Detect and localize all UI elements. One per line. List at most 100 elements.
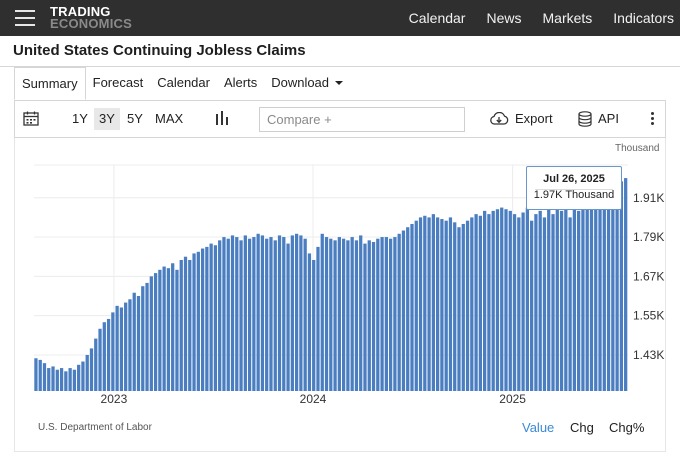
chart-bar[interactable] (98, 328, 102, 391)
nav-calendar[interactable]: Calendar (408, 10, 466, 26)
chart-bar[interactable] (470, 217, 474, 391)
chart-bar[interactable] (179, 259, 183, 391)
chart-bar[interactable] (414, 220, 418, 391)
chart-bar[interactable] (333, 240, 337, 391)
chart-bar[interactable] (453, 222, 457, 391)
chart-bar[interactable] (243, 235, 247, 391)
chart-bar[interactable] (363, 243, 367, 391)
nav-news[interactable]: News (486, 10, 522, 26)
chart-bar[interactable] (350, 237, 354, 391)
chart-bar[interactable] (149, 276, 153, 391)
chart-bar[interactable] (68, 368, 72, 391)
chart-bar[interactable] (230, 235, 235, 391)
chart-bar[interactable] (320, 233, 324, 391)
chart-bar[interactable] (303, 238, 307, 391)
chart-bar[interactable] (55, 369, 59, 391)
chart-bar[interactable] (312, 259, 316, 391)
chart-bar[interactable] (572, 204, 577, 391)
chart-bar[interactable] (359, 235, 363, 391)
chart-bar[interactable] (406, 227, 410, 391)
chart-bar[interactable] (171, 263, 175, 391)
export-button[interactable]: Export (489, 109, 553, 129)
chart-bar[interactable] (388, 238, 393, 391)
chart-bar[interactable] (81, 361, 85, 391)
tab-download[interactable]: Download (264, 67, 350, 100)
chart-bar[interactable] (145, 282, 149, 391)
chg-percent-button[interactable]: Chg% (609, 420, 645, 435)
chart-bar[interactable] (196, 251, 200, 391)
chart-bar[interactable] (188, 259, 192, 391)
value-button[interactable]: Value (522, 420, 555, 435)
chart-bar[interactable] (213, 245, 218, 391)
chart-bar[interactable] (594, 207, 598, 391)
chart-bar[interactable] (457, 227, 461, 391)
chart-bar[interactable] (500, 207, 504, 391)
tab-summary[interactable]: Summary (14, 67, 86, 100)
chart-bar[interactable] (530, 220, 534, 391)
chart-bar[interactable] (59, 368, 64, 391)
chart-bar[interactable] (585, 207, 589, 391)
chart-bar[interactable] (115, 305, 119, 391)
chart-bar[interactable] (367, 240, 371, 391)
chart-bar[interactable] (598, 194, 602, 391)
chart-bar[interactable] (324, 237, 329, 391)
chart-bar[interactable] (294, 233, 299, 391)
chart-bar[interactable] (89, 348, 94, 391)
range-max-button[interactable]: MAX (155, 111, 184, 126)
chart-bar[interactable] (51, 366, 55, 391)
more-options-icon[interactable] (651, 112, 655, 126)
chart-bar[interactable] (273, 240, 277, 391)
chart-bar[interactable] (235, 237, 239, 391)
tab-forecast[interactable]: Forecast (92, 75, 144, 90)
chart-bar[interactable] (277, 235, 282, 391)
chart-bar[interactable] (141, 286, 145, 391)
trading-economics-logo[interactable]: TRADING ECONOMICS (50, 5, 132, 30)
chart-bar[interactable] (252, 237, 256, 391)
chart-bar[interactable] (427, 217, 431, 391)
chart-bar[interactable] (153, 273, 158, 391)
chart-bar[interactable] (200, 248, 205, 391)
chart-bar[interactable] (521, 212, 525, 391)
chart-bar[interactable] (64, 371, 68, 391)
chart-bar[interactable] (166, 268, 171, 391)
chart-bar[interactable] (175, 269, 179, 391)
chart-bar[interactable] (440, 219, 444, 391)
chart-bar[interactable] (602, 197, 606, 391)
chart-bar[interactable] (111, 312, 115, 391)
chart-bar[interactable] (132, 292, 136, 391)
chart-bar[interactable] (256, 233, 260, 391)
chart-bar[interactable] (410, 223, 414, 391)
chart-bar[interactable] (307, 253, 312, 391)
chart-bar[interactable] (547, 207, 551, 391)
chart-bar[interactable] (401, 230, 406, 391)
chart-bar[interactable] (538, 210, 542, 391)
chg-button[interactable]: Chg (570, 420, 594, 435)
chart-type-bar-icon[interactable] (215, 111, 229, 125)
chart-bar[interactable] (354, 240, 359, 391)
chart-bar[interactable] (517, 217, 521, 391)
chart-bar[interactable] (508, 210, 512, 391)
chart-bar[interactable] (487, 214, 491, 391)
hamburger-menu-icon[interactable] (15, 10, 35, 26)
chart-bar[interactable] (34, 358, 38, 391)
chart-bar[interactable] (209, 243, 213, 391)
chart-bar[interactable] (286, 243, 290, 391)
chart-bar[interactable] (162, 266, 166, 391)
chart-bar[interactable] (346, 240, 350, 391)
chart-bar[interactable] (474, 214, 478, 391)
chart-bar[interactable] (448, 217, 453, 391)
chart-bar[interactable] (260, 235, 265, 391)
range-5y-button[interactable]: 5Y (127, 111, 143, 126)
chart-bar[interactable] (72, 369, 77, 391)
nav-indicators[interactable]: Indicators (613, 10, 674, 26)
chart-bar[interactable] (222, 237, 226, 391)
chart-bar[interactable] (542, 217, 547, 391)
range-1y-button[interactable]: 1Y (72, 111, 88, 126)
chart-bar[interactable] (38, 359, 42, 391)
compare-input[interactable] (259, 107, 465, 132)
chart-bar[interactable] (205, 246, 209, 391)
chart-bar[interactable] (423, 215, 427, 391)
chart-bar[interactable] (615, 184, 619, 391)
chart-bar[interactable] (102, 322, 106, 391)
chart-bar[interactable] (435, 217, 440, 391)
